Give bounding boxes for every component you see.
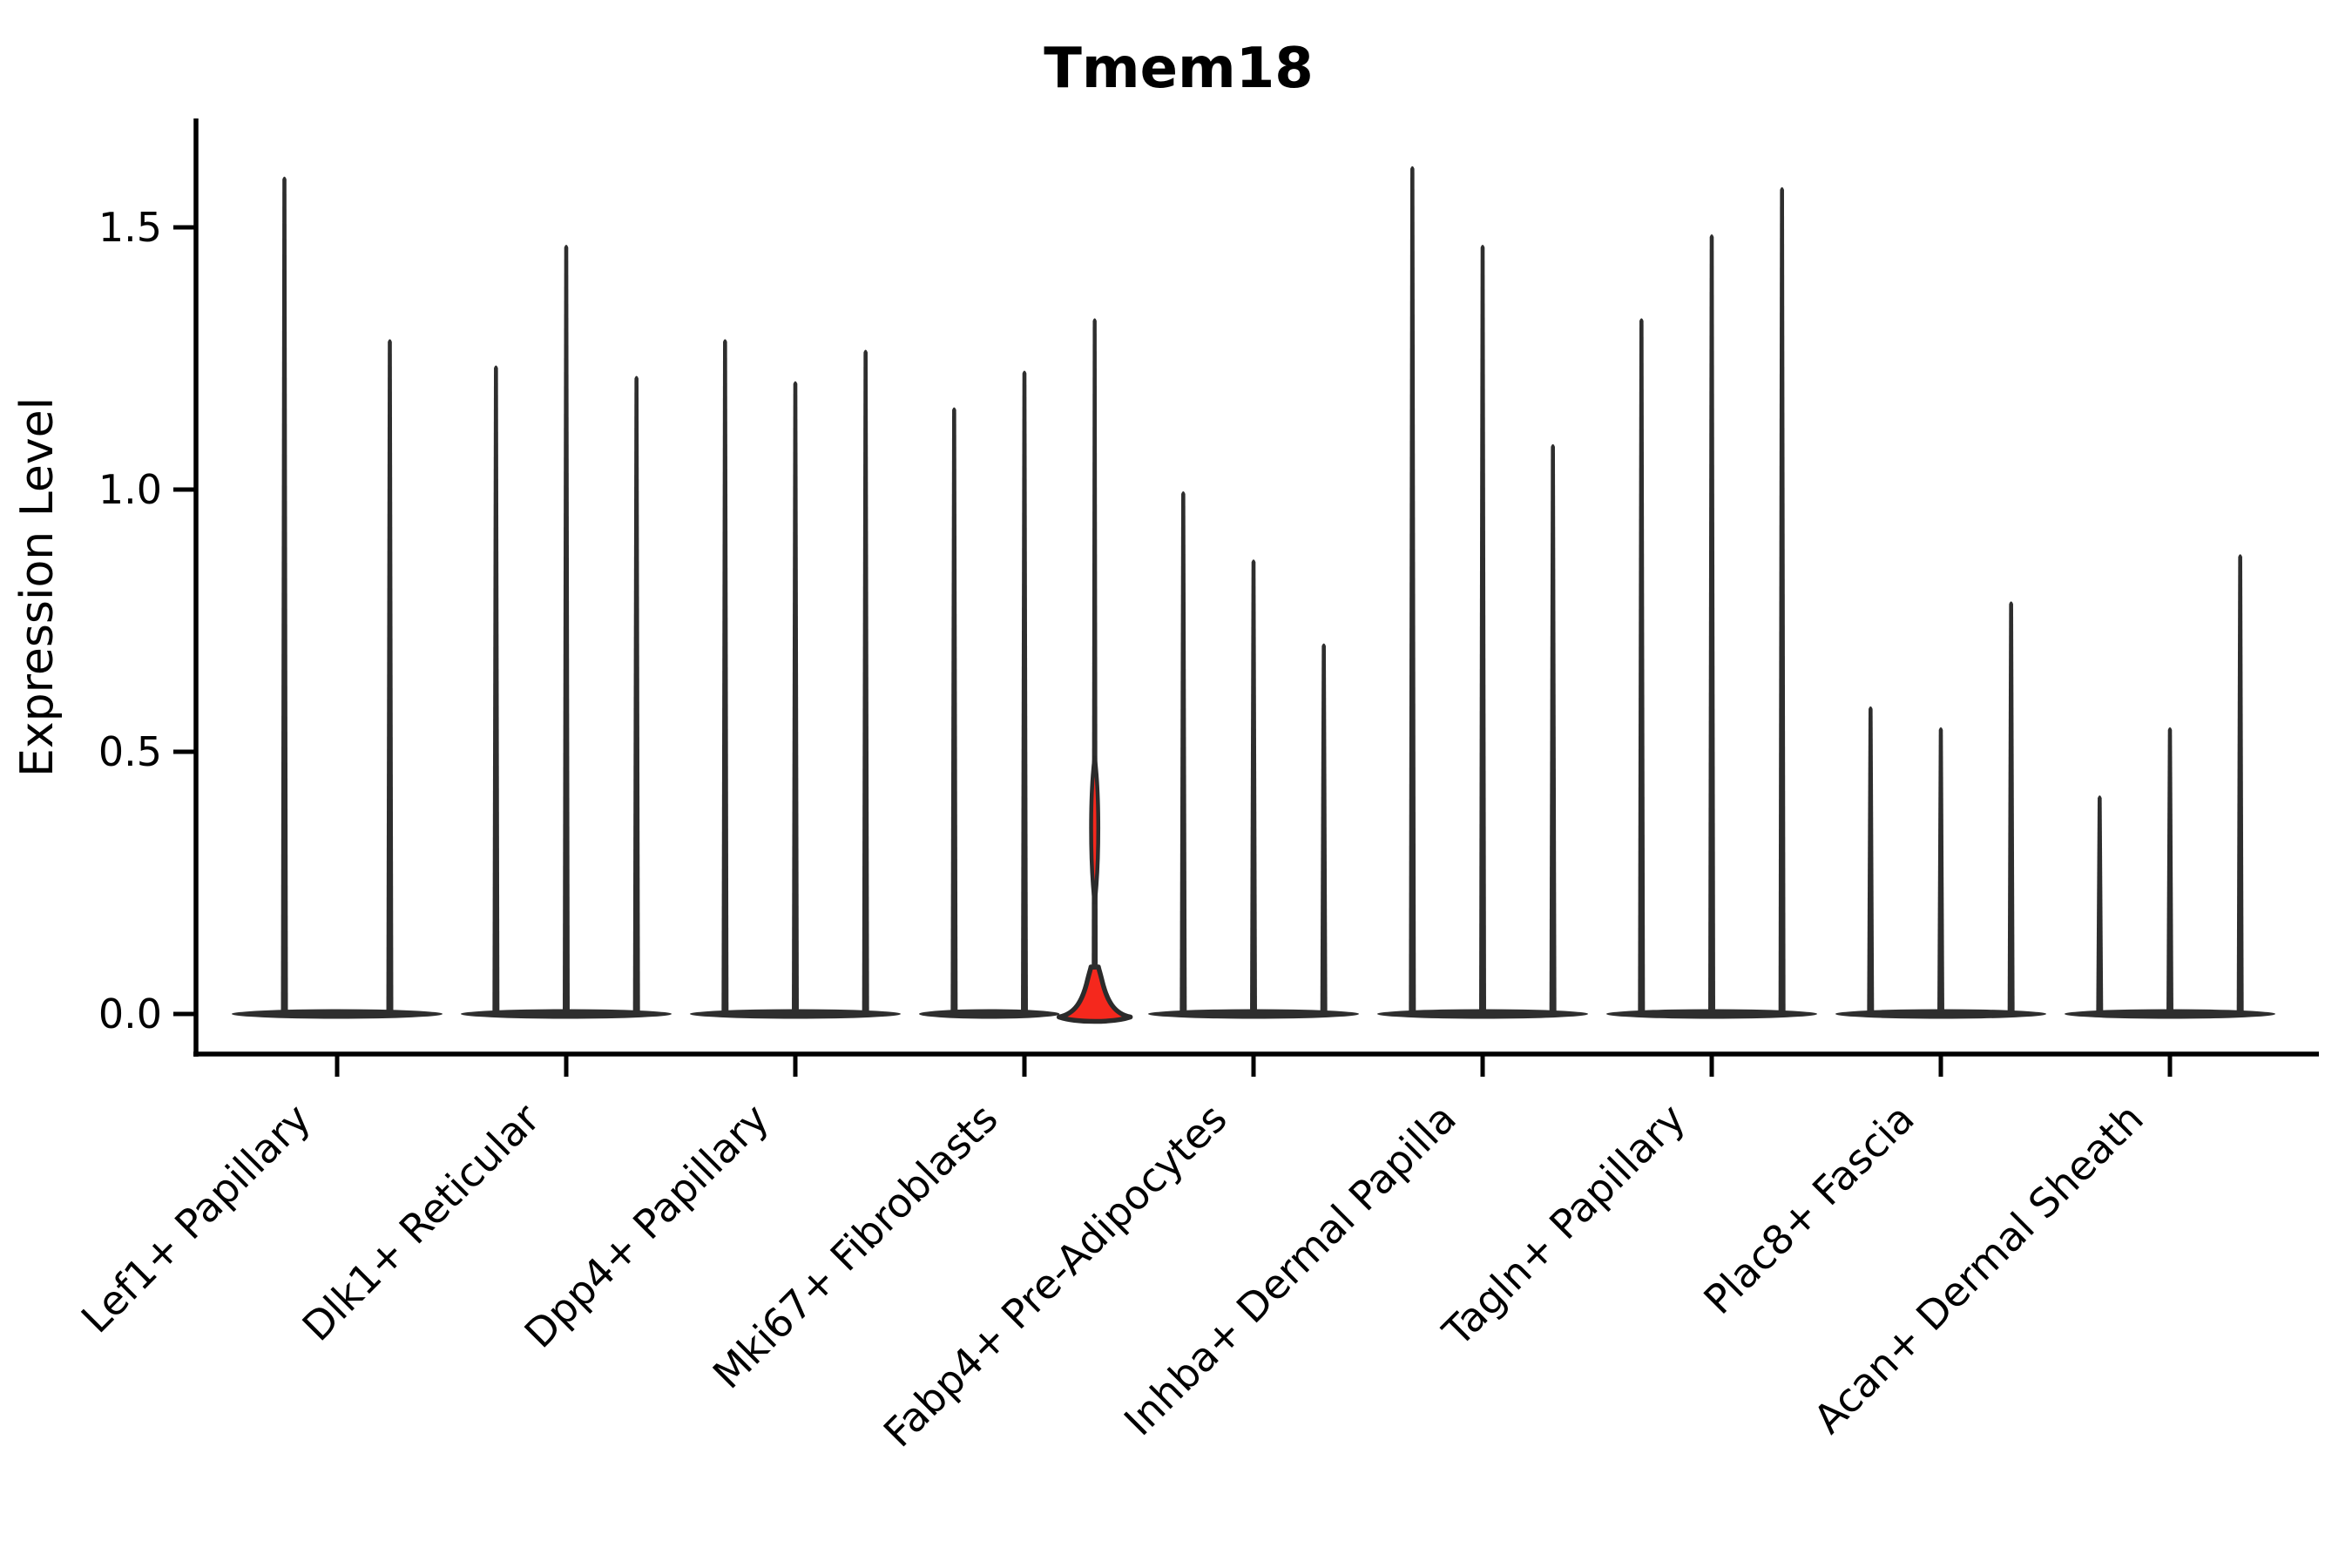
x-tick-label: Lef1+ Papillary xyxy=(72,1095,320,1342)
violin-spike-9-1 xyxy=(2096,795,2104,1016)
plot-title: Tmem18 xyxy=(1044,37,1314,101)
violin-spike-3-3 xyxy=(862,349,869,1017)
y-ticks: 0.0 0.5 1.0 1.5 xyxy=(98,204,196,1037)
violin-spike-6-1 xyxy=(1409,166,1416,1016)
y-axis-label: Expression Level xyxy=(11,397,64,777)
violin-spike-2-1 xyxy=(492,365,500,1016)
violin-spike-4-1 xyxy=(950,407,958,1016)
violin-spike-8-3 xyxy=(2007,601,2015,1016)
x-tick-label: Tagln+ Papillary xyxy=(1433,1095,1694,1356)
violin-spike-9-2 xyxy=(2166,727,2173,1016)
violin-base-1 xyxy=(232,1009,443,1019)
violin-spike-6-3 xyxy=(1549,443,1557,1016)
violin-spike-8-2 xyxy=(1937,727,1944,1016)
violins xyxy=(232,166,2275,1024)
violin-spike-5-1 xyxy=(1179,491,1187,1016)
y-tick-label: 1.0 xyxy=(98,466,162,513)
x-tick-label: Plac8+ Fascia xyxy=(1694,1095,1923,1323)
violin-spike-2-3 xyxy=(632,375,640,1016)
violin-spike-5-2 xyxy=(1250,559,1257,1016)
violin-spike-5-3 xyxy=(1320,643,1328,1016)
violin-spike-3-1 xyxy=(721,339,729,1016)
violin-spike-1-1 xyxy=(280,176,288,1017)
highlighted-violin-lens-bulge xyxy=(1089,755,1101,905)
violin-spike-8-1 xyxy=(1867,706,1875,1016)
y-tick-label: 1.5 xyxy=(98,204,162,251)
violin-spike-7-3 xyxy=(1778,186,1786,1017)
x-tick-label: Dlk1+ Reticular xyxy=(294,1095,549,1350)
y-tick-label: 0.5 xyxy=(98,728,162,775)
violin-spike-9-3 xyxy=(2236,554,2244,1016)
highlighted-violin-base xyxy=(1056,964,1133,1024)
violin-spike-3-2 xyxy=(792,381,799,1017)
axes xyxy=(193,118,2319,1057)
y-tick-label: 0.0 xyxy=(98,990,162,1037)
violin-spike-6-2 xyxy=(1479,245,1486,1016)
x-tick-label: Dpp4+ Papillary xyxy=(516,1095,778,1357)
violin-spike-7-2 xyxy=(1708,234,1715,1016)
violin-spike-7-1 xyxy=(1638,318,1646,1017)
violin-spike-2-2 xyxy=(563,245,570,1016)
violin-spike-1-2 xyxy=(386,339,394,1016)
violin-base-4 xyxy=(919,1009,1060,1019)
violin-spike-4-2 xyxy=(1021,370,1028,1016)
